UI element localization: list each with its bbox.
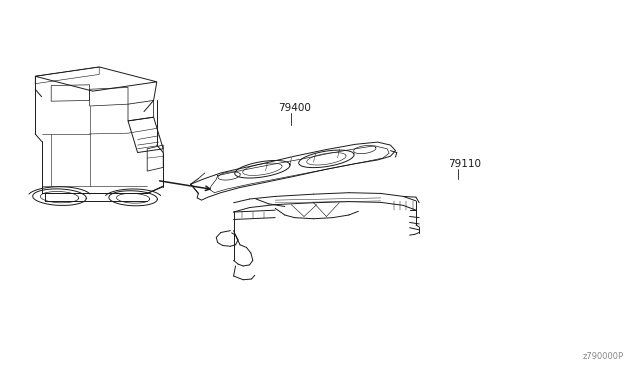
Text: 79400: 79400 (278, 103, 311, 113)
Text: z790000P: z790000P (583, 352, 624, 361)
Text: 79110: 79110 (448, 159, 481, 169)
